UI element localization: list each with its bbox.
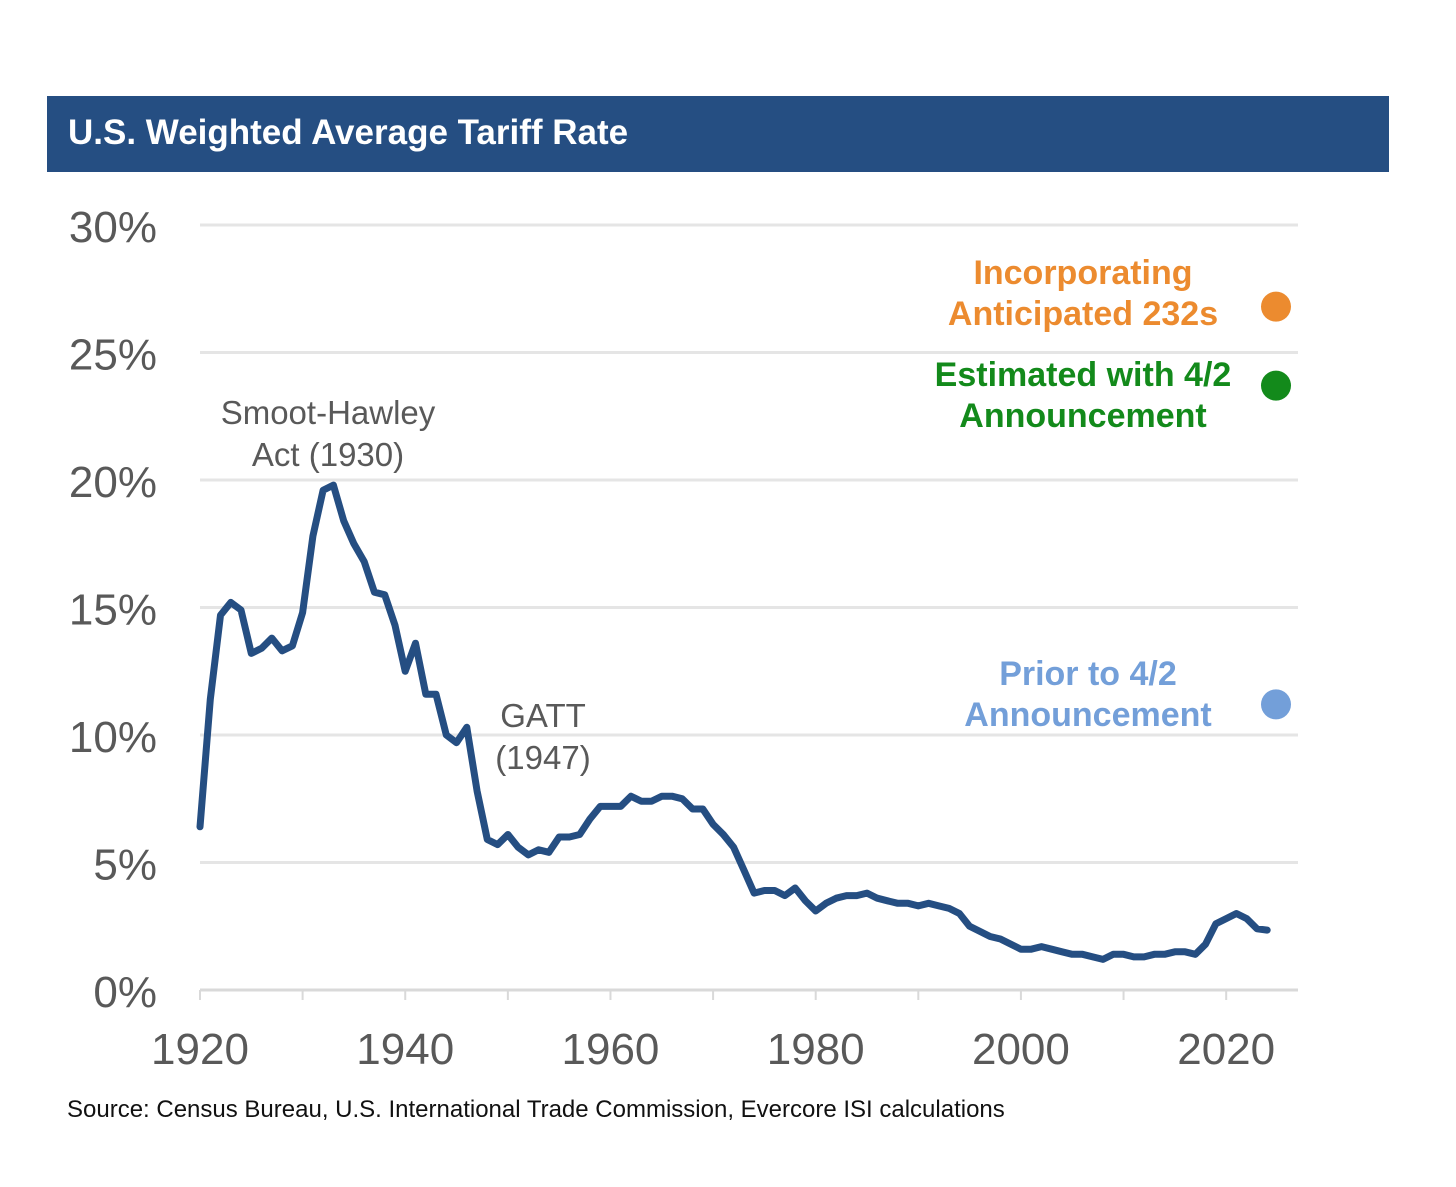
prior-to-4-2-label: Announcement xyxy=(964,696,1211,734)
chart-title: U.S. Weighted Average Tariff Rate xyxy=(68,113,629,152)
estimated-4-2-label: Announcement xyxy=(959,397,1206,435)
y-tick-label: 25% xyxy=(69,331,157,380)
gatt-annotation: (1947) xyxy=(495,739,590,776)
x-tick-label: 2000 xyxy=(972,1025,1070,1074)
prior-to-4-2-marker xyxy=(1261,689,1291,720)
anticipated-232s-marker xyxy=(1261,291,1291,322)
x-tick-label: 1920 xyxy=(151,1025,249,1074)
anticipated-232s-label: Incorporating xyxy=(973,254,1192,292)
estimated-4-2-marker xyxy=(1261,370,1291,401)
smoot-hawley-annotation: Smoot-Hawley xyxy=(221,394,436,431)
x-tick-label: 1940 xyxy=(356,1025,454,1074)
source-note: Source: Census Bureau, U.S. Internationa… xyxy=(67,1096,1005,1123)
smoot-hawley-annotation: Act (1930) xyxy=(252,436,404,473)
y-tick-label: 15% xyxy=(69,586,157,635)
estimated-4-2-label: Estimated with 4/2 xyxy=(935,356,1232,394)
tariff-rate-line xyxy=(196,481,1271,963)
y-tick-label: 10% xyxy=(69,713,157,762)
prior-to-4-2-label: Prior to 4/2 xyxy=(999,655,1177,693)
y-tick-label: 0% xyxy=(93,968,157,1017)
x-tick-label: 1980 xyxy=(767,1025,865,1074)
y-tick-label: 20% xyxy=(69,458,157,507)
y-tick-label: 30% xyxy=(69,203,157,252)
title-bar: U.S. Weighted Average Tariff Rate xyxy=(47,96,1389,172)
x-tick-label: 1960 xyxy=(562,1025,660,1074)
x-tick-label: 2020 xyxy=(1177,1025,1275,1074)
anticipated-232s-label: Anticipated 232s xyxy=(948,295,1218,333)
gatt-annotation: GATT xyxy=(500,697,586,734)
y-tick-label: 5% xyxy=(93,841,157,890)
